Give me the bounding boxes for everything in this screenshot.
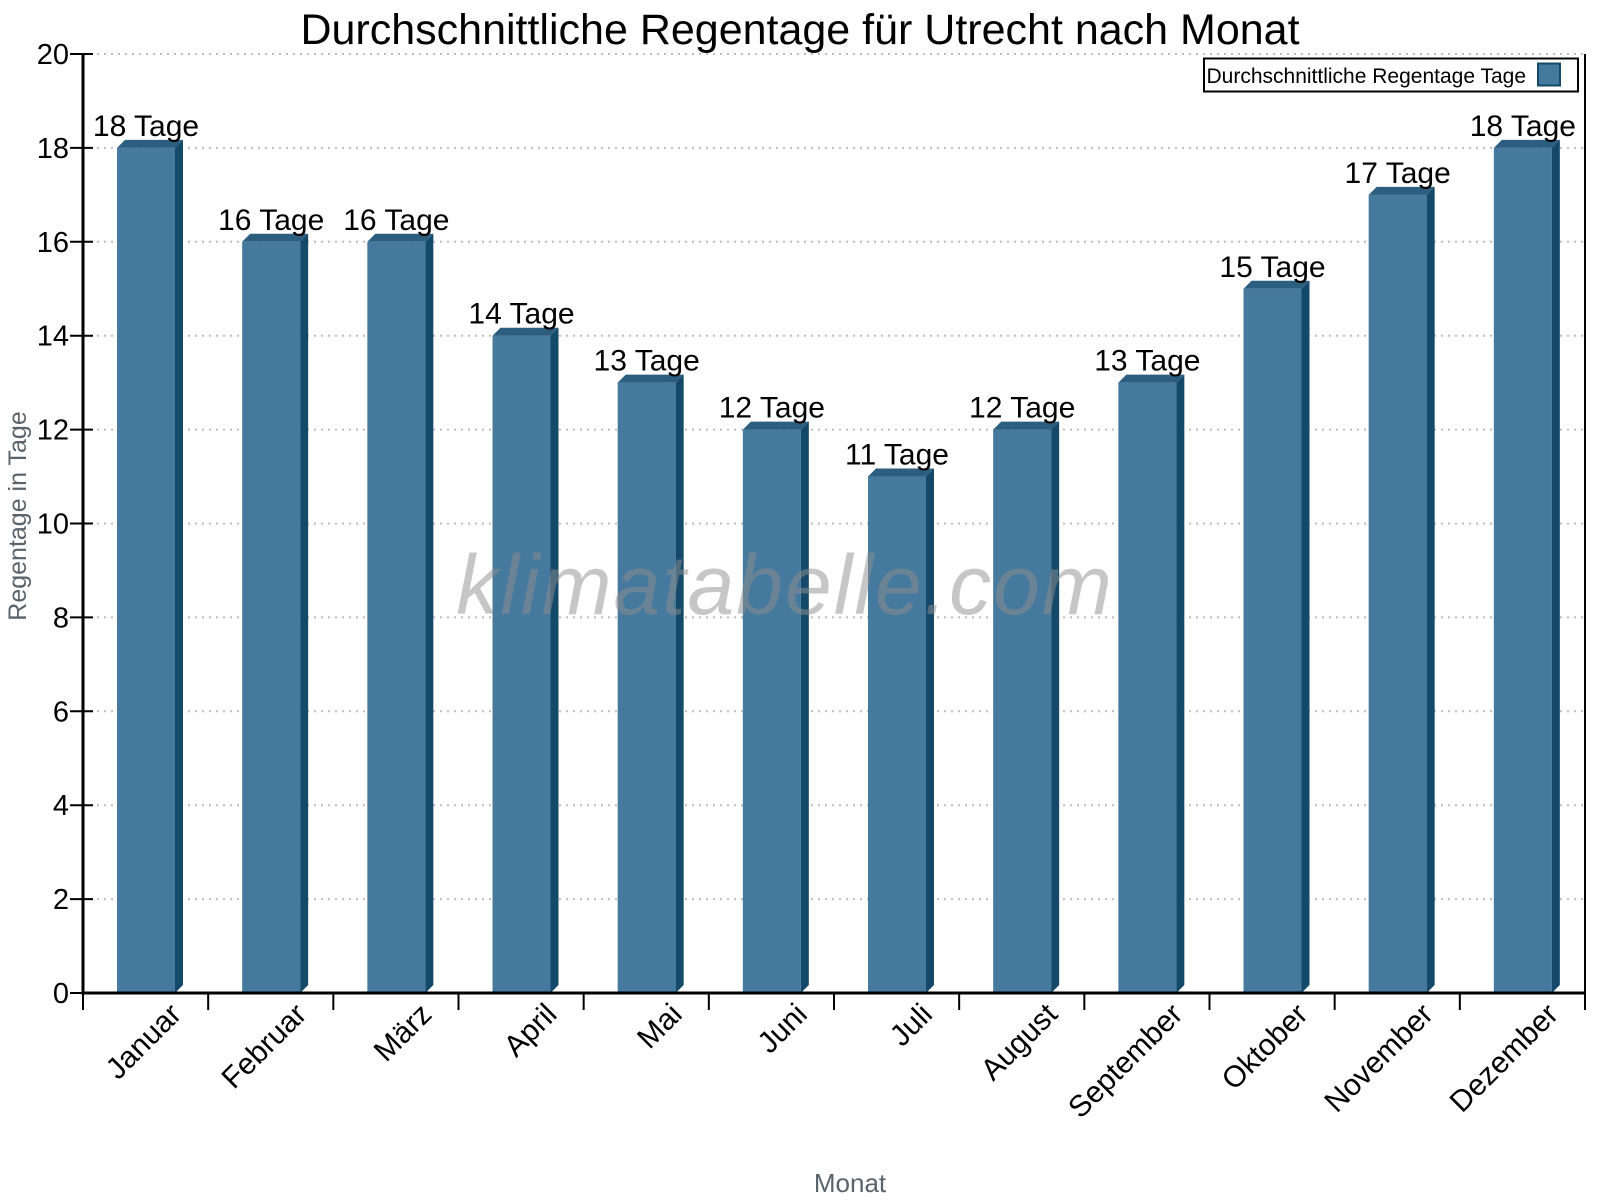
- bar-juli: [868, 468, 934, 993]
- x-tick-label-april: April: [498, 998, 564, 1064]
- bar-november: [1368, 186, 1435, 994]
- x-tick-label-juni: Juni: [752, 998, 814, 1060]
- bar-august: [993, 421, 1060, 994]
- y-tick-label-10: 10: [37, 509, 69, 541]
- bar-front-face: [242, 241, 301, 994]
- bar-front-face: [1118, 382, 1177, 993]
- bar-value-label-april: 14 Tage: [468, 298, 574, 331]
- bar-value-labels: 18 Tage 16 Tage 16 Tage 14 Tage 13 Tage 12 Ta…: [93, 110, 1576, 472]
- bar-side-face: [800, 421, 809, 994]
- x-tick-label-oktober: Oktober: [1216, 998, 1315, 1097]
- bar-value-label-oktober: 15 Tage: [1219, 251, 1325, 284]
- y-axis-title: Regentage in Tage: [4, 411, 32, 620]
- bar-front-face: [993, 429, 1052, 994]
- legend-label: Durchschnittliche Regentage Tage: [1207, 65, 1526, 88]
- y-tick-label-6: 6: [53, 696, 69, 728]
- bar-side-face: [300, 233, 309, 994]
- bar-side-face: [1051, 421, 1060, 994]
- bar-side-face: [926, 468, 934, 993]
- bar-front-face: [492, 335, 551, 993]
- bar-top-face: [742, 421, 809, 430]
- bar-value-label-märz: 16 Tage: [343, 204, 449, 237]
- bar-value-label-mai: 13 Tage: [594, 345, 700, 378]
- x-tick-label-mai: Mai: [631, 998, 689, 1056]
- bar-side-face: [1176, 374, 1185, 993]
- bar-mai: [617, 374, 684, 993]
- bar-side-face: [175, 139, 183, 993]
- bar-value-label-juni: 12 Tage: [719, 392, 825, 425]
- y-tick-label-12: 12: [37, 415, 69, 447]
- bar-front-face: [117, 147, 175, 993]
- bar-top-face: [367, 233, 434, 242]
- watermark: klimatabelle.com: [456, 538, 1114, 632]
- bar-top-face: [1368, 186, 1435, 195]
- y-tick-label-20: 20: [37, 39, 69, 71]
- x-tick-label-september: September: [1062, 998, 1189, 1125]
- bar-top-face: [1493, 139, 1560, 148]
- bar-september: [1118, 374, 1185, 993]
- bar-front-face: [742, 429, 801, 994]
- x-tick-label-märz: März: [368, 998, 438, 1068]
- legend-swatch-icon: [1537, 62, 1561, 87]
- x-tick-label-dezember: Dezember: [1444, 998, 1565, 1119]
- x-tick-labels: Januar Februar März April Mai Juni Juli AugustS…: [100, 997, 1565, 1125]
- bar-side-face: [1426, 186, 1435, 994]
- bar-side-face: [675, 374, 684, 993]
- y-tick-label-18: 18: [37, 133, 69, 165]
- x-tick-label-november: November: [1318, 998, 1439, 1119]
- bar-april: [492, 327, 559, 993]
- y-tick-label-0: 0: [53, 978, 69, 1010]
- bar-value-label-september: 13 Tage: [1094, 345, 1200, 378]
- bar-side-face: [550, 327, 559, 993]
- bar-märz: [367, 233, 434, 994]
- bar-top-face: [242, 233, 309, 242]
- x-axis-title: Monat: [814, 1168, 887, 1198]
- bar-top-face: [993, 421, 1060, 430]
- bar-front-face: [1493, 147, 1552, 993]
- bar-side-face: [1551, 139, 1560, 993]
- bar-value-label-dezember: 18 Tage: [1470, 110, 1576, 143]
- bar-top-face: [117, 139, 183, 148]
- bar-front-face: [367, 241, 426, 994]
- bar-februar: [242, 233, 309, 994]
- bar-januar: [117, 139, 183, 993]
- bar-side-face: [1301, 280, 1310, 993]
- legend-box: [1203, 57, 1579, 93]
- bar-dezember: [1493, 139, 1560, 993]
- y-tick-label-8: 8: [53, 602, 69, 634]
- y-tick-label-4: 4: [53, 790, 69, 822]
- bar-front-face: [868, 476, 926, 993]
- x-tick-label-februar: Februar: [216, 998, 314, 1096]
- y-tick-label-14: 14: [37, 321, 69, 353]
- y-tick-label-16: 16: [37, 227, 69, 259]
- bar-value-label-januar: 18 Tage: [93, 110, 199, 143]
- bar-top-face: [492, 327, 559, 336]
- x-tick-label-juli: Juli: [884, 998, 939, 1053]
- axis-ticks: [70, 53, 1586, 1010]
- x-tick-label-januar: Januar: [100, 998, 188, 1086]
- bar-juni: [742, 421, 809, 994]
- bar-value-label-august: 12 Tage: [969, 392, 1075, 425]
- bar-side-face: [425, 233, 434, 994]
- bar-value-label-november: 17 Tage: [1345, 157, 1451, 190]
- y-tick-label-2: 2: [53, 884, 69, 916]
- bar-top-face: [617, 374, 684, 383]
- bar-top-face: [1118, 374, 1185, 383]
- bar-oktober: [1243, 280, 1310, 993]
- bar-front-face: [1243, 288, 1302, 993]
- bar-value-label-juli: 11 Tage: [845, 439, 949, 472]
- bars: [117, 139, 1560, 994]
- x-tick-label-august: August: [975, 997, 1065, 1087]
- bar-top-face: [868, 468, 934, 477]
- chart-title: Durchschnittliche Regentage für Utrecht …: [300, 6, 1299, 54]
- legend: Durchschnittliche Regentage Tage: [1203, 57, 1579, 93]
- bar-front-face: [1368, 194, 1427, 994]
- bar-front-face: [617, 382, 676, 993]
- bar-top-face: [1243, 280, 1310, 289]
- bar-value-label-februar: 16 Tage: [218, 204, 324, 237]
- y-tick-labels: 0 2 4 6 8 10 12 14 16 18 20: [37, 39, 69, 1010]
